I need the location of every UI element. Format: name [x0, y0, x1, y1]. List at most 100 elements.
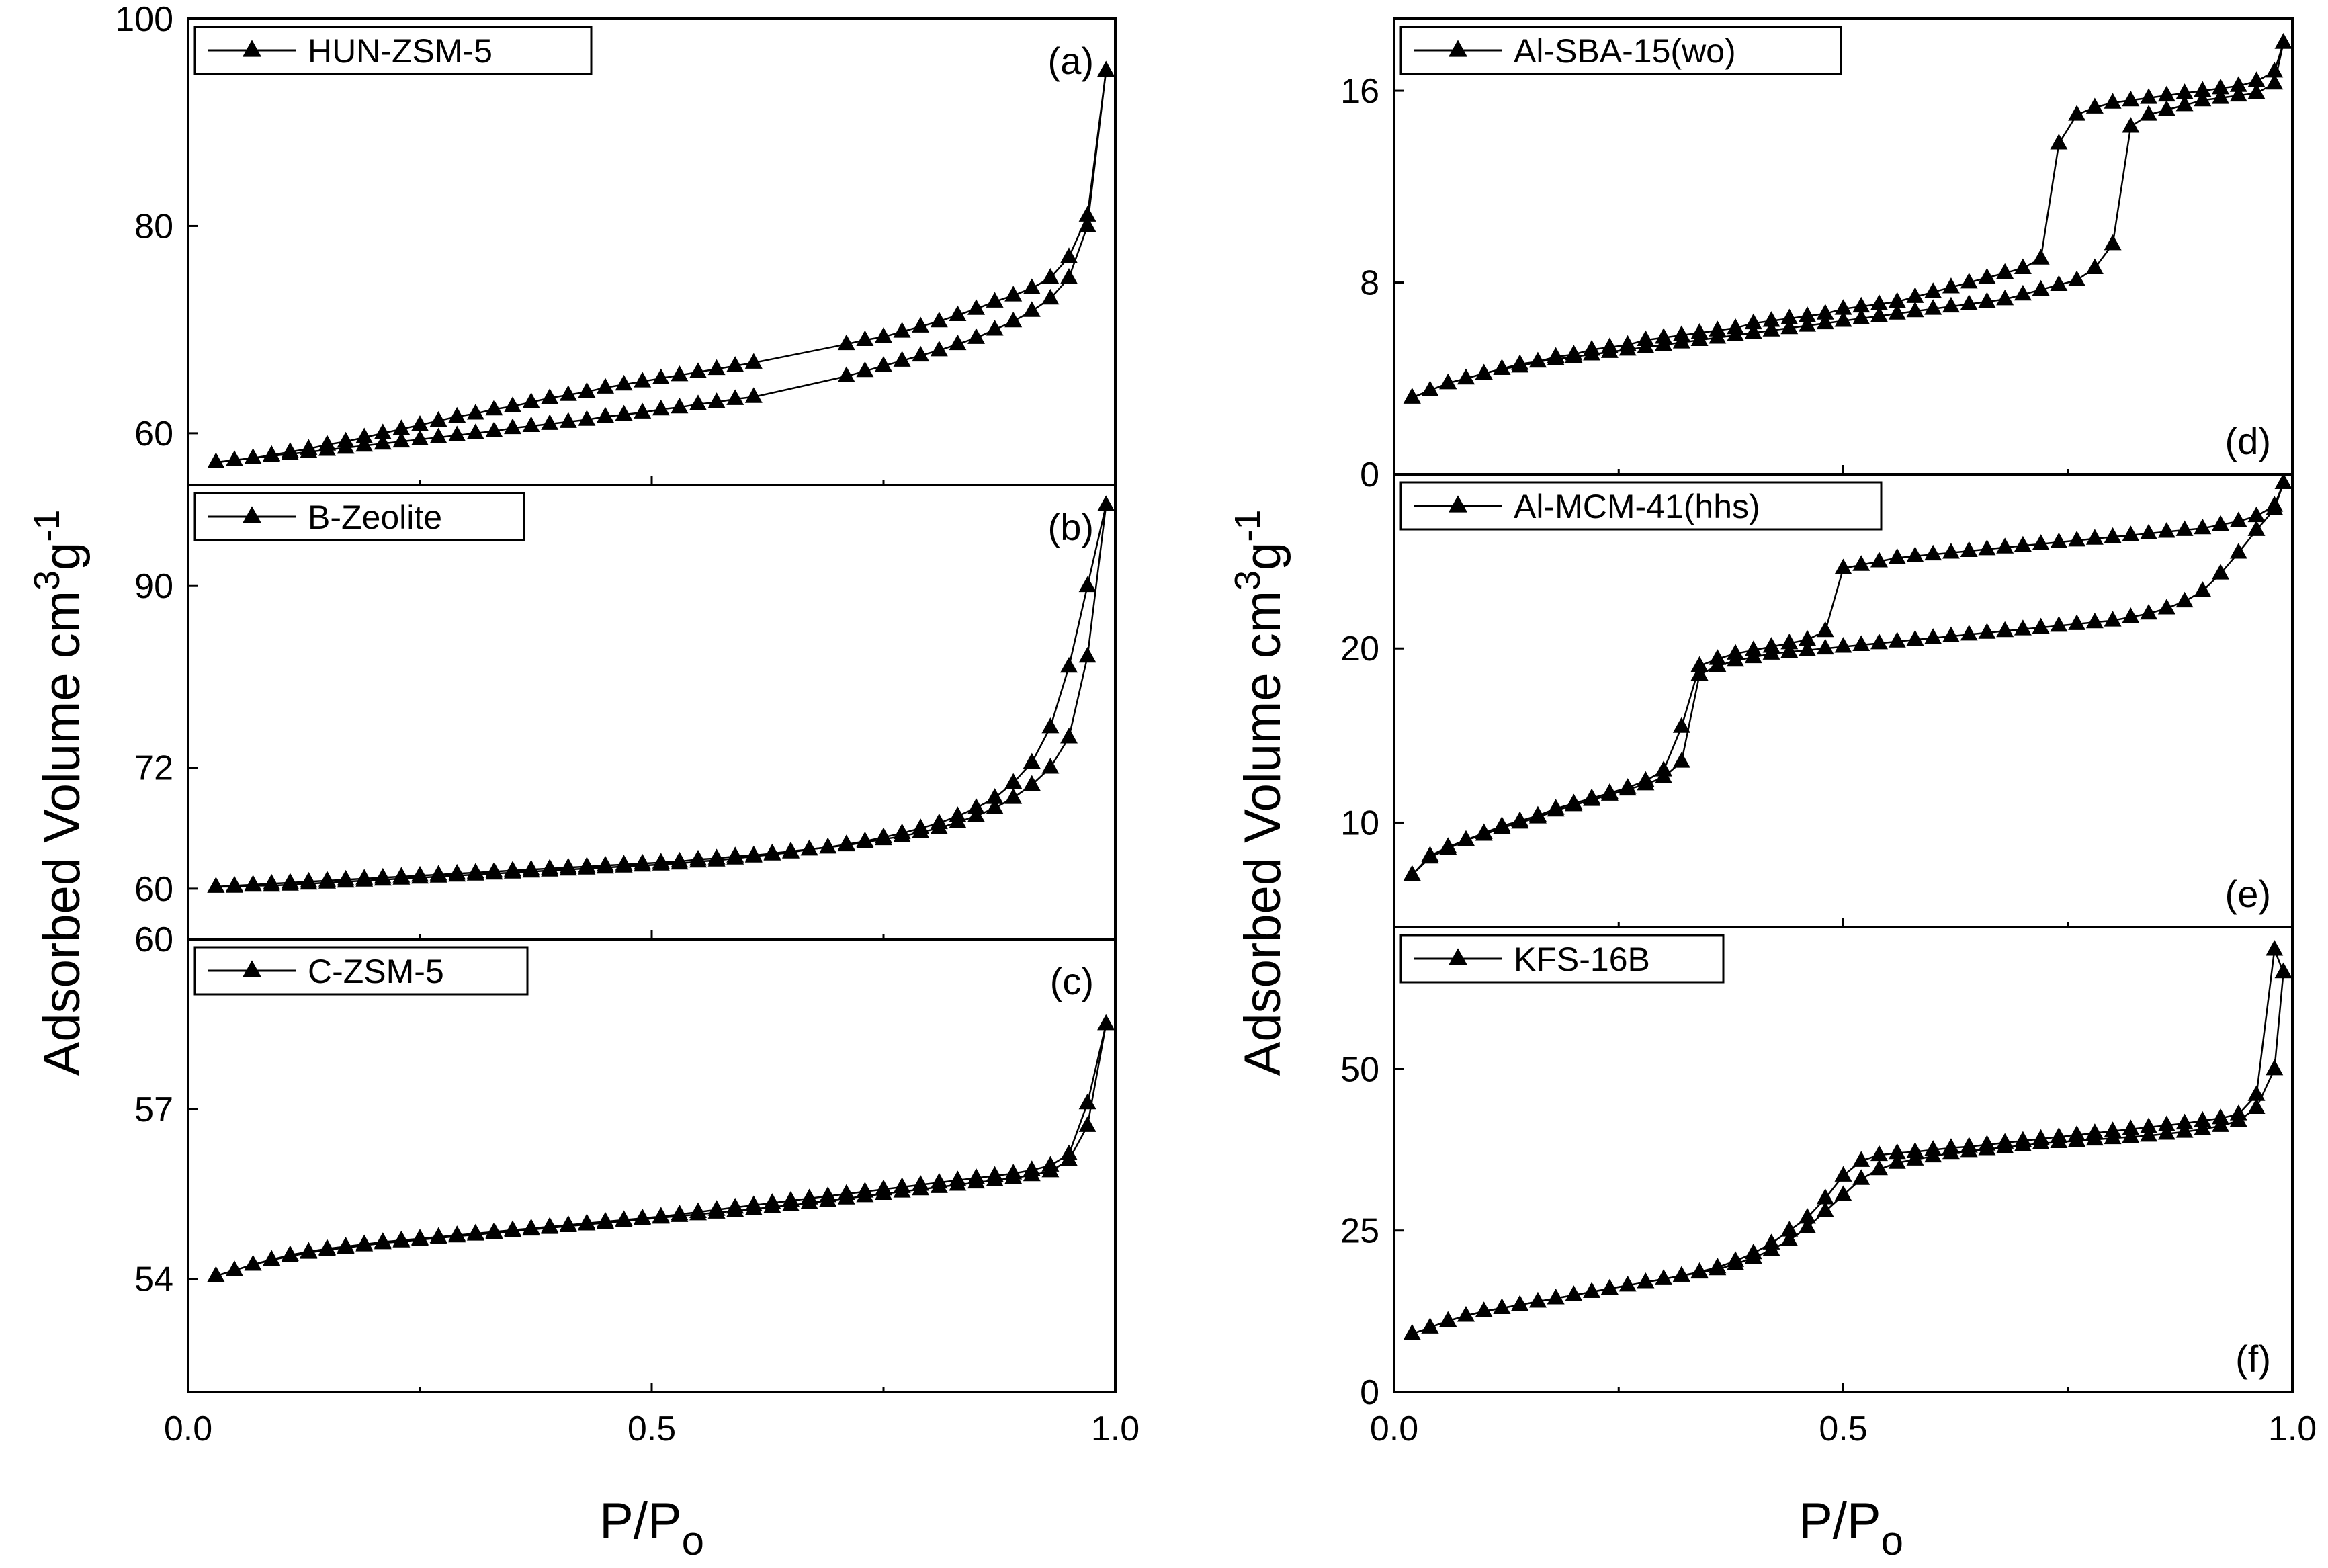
data-point: [300, 439, 318, 455]
data-point: [2194, 1110, 2212, 1127]
legend: KFS-16B: [1399, 934, 1725, 984]
data-point: [1690, 1262, 1709, 1278]
data-point: [1004, 773, 1023, 789]
data-point: [819, 1186, 837, 1203]
y-tick-label: 20: [1340, 629, 1379, 668]
data-point: [337, 431, 355, 448]
data-point: [318, 1239, 336, 1255]
right-xlabel: P/Po: [1799, 1493, 1903, 1563]
data-point: [1996, 1133, 2014, 1149]
right-xlabel-main: P/P: [1799, 1493, 1881, 1550]
data-point: [967, 1168, 985, 1184]
data-point: [2140, 603, 2158, 620]
data-point: [281, 1245, 299, 1262]
data-point: [1493, 816, 1511, 832]
y-tick-label: 10: [1340, 803, 1379, 842]
data-point: [504, 418, 521, 435]
data-point: [782, 842, 800, 859]
data-point: [1655, 1269, 1673, 1285]
data-point: [1780, 308, 1799, 324]
data-point: [689, 851, 707, 868]
data-point: [1834, 1166, 1852, 1182]
left-xlabel: P/Po: [599, 1493, 704, 1563]
data-point: [2274, 33, 2292, 49]
data-point: [1780, 642, 1799, 658]
data-point: [1906, 301, 1924, 318]
data-point: [1060, 656, 1078, 673]
data-point: [1493, 359, 1511, 375]
data-point: [1655, 760, 1673, 777]
data-point: [1960, 1137, 1978, 1153]
y-tick-label: 0: [1360, 1373, 1379, 1412]
data-point: [912, 1175, 930, 1191]
data-point: [1004, 788, 1023, 804]
data-point: [1870, 294, 1888, 310]
data-point: [1924, 628, 1942, 644]
data-point: [1834, 637, 1852, 653]
data-point: [318, 873, 336, 889]
data-point: [2104, 527, 2122, 543]
left-xlabel-main: P/P: [599, 1493, 682, 1550]
data-point: [1023, 752, 1041, 769]
data-point: [1888, 304, 1906, 320]
data-point: [1978, 292, 1996, 308]
data-point: [1834, 558, 1852, 574]
legend-marker: [1449, 40, 1467, 57]
data-point: [578, 1213, 596, 1229]
data-point: [1493, 1298, 1511, 1314]
data-point: [1475, 823, 1493, 839]
left-ylabel-sup1: 3: [27, 570, 67, 591]
data-point: [837, 334, 855, 351]
data-point: [355, 871, 374, 887]
data-point: [2229, 76, 2247, 92]
data-point: [411, 415, 429, 431]
data-point: [707, 1200, 726, 1216]
panel-tag: (f): [2235, 1338, 2271, 1380]
legend-marker: [243, 960, 261, 977]
data-point: [1619, 1275, 1637, 1292]
data-point: [930, 1172, 948, 1189]
data-point: [2157, 1115, 2175, 1131]
data-point: [1996, 289, 2014, 306]
data-point: [300, 1242, 318, 1258]
data-point: [2247, 83, 2266, 99]
data-point: [541, 414, 559, 430]
data-point: [1942, 277, 1960, 294]
data-point: [1924, 282, 1942, 298]
data-point: [707, 392, 726, 408]
data-point: [2229, 1104, 2247, 1121]
right-ylabel-sup1: 3: [1227, 570, 1268, 591]
data-point: [2122, 90, 2140, 107]
data-point: [2104, 93, 2122, 109]
data-point: [1762, 637, 1780, 653]
data-point: [2175, 1122, 2194, 1138]
data-point: [1799, 1217, 1817, 1233]
legend-marker: [1449, 495, 1467, 513]
data-point: [2212, 564, 2230, 580]
data-point: [1816, 304, 1834, 320]
legend-label: KFS-16B: [1514, 941, 1650, 978]
data-point: [1457, 368, 1475, 385]
data-point: [1023, 278, 1041, 294]
data-point: [392, 419, 411, 435]
data-point: [2068, 270, 2086, 286]
y-tick-label: 25: [1340, 1212, 1379, 1251]
data-point: [893, 322, 911, 338]
data-point: [856, 831, 874, 848]
data-point: [448, 1225, 466, 1242]
data-point: [2274, 473, 2292, 489]
y-tick-label: 90: [134, 567, 173, 606]
left-ylabel: Adsorbed Volume cm3g-1: [27, 510, 91, 1076]
data-point: [1780, 318, 1799, 335]
data-point: [1060, 268, 1078, 284]
data-point: [671, 397, 689, 414]
right-ylabel-sup2: -1: [1227, 510, 1268, 542]
data-point: [652, 368, 670, 385]
x-tick-label: 1.0: [2268, 1409, 2317, 1448]
data-point: [763, 844, 781, 861]
data-point: [1619, 778, 1637, 794]
data-point: [1942, 543, 1960, 559]
data-point: [2140, 1125, 2158, 1142]
data-point: [1078, 1093, 1096, 1110]
y-tick-label: 100: [115, 0, 173, 39]
